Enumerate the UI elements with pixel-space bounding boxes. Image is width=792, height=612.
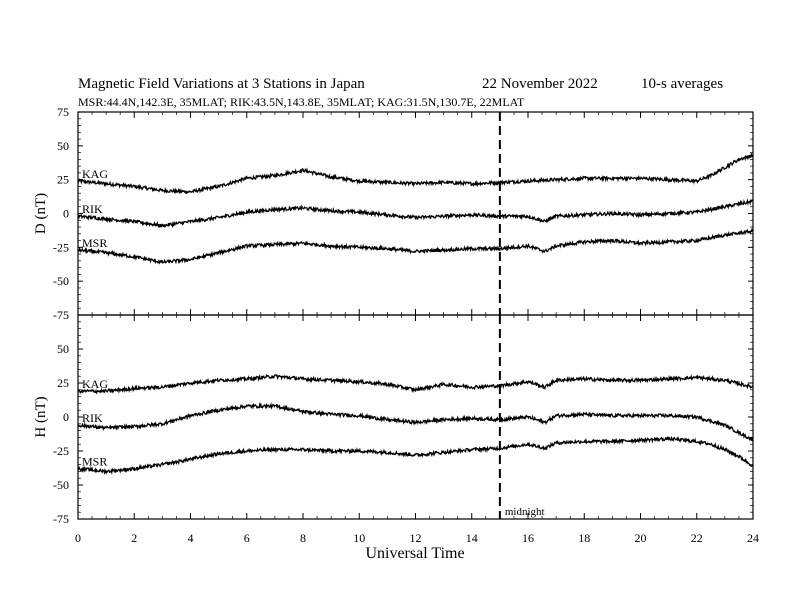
d-series-rik [77, 198, 754, 229]
chart-averaging: 10-s averages [641, 76, 723, 92]
x-tick-label: 14 [466, 531, 478, 545]
d-series-label-kag: KAG [82, 167, 108, 181]
d-y-tick-label: 25 [57, 173, 69, 187]
h-y-tick-label: 0 [63, 410, 69, 424]
d-y-tick-label: -50 [53, 274, 69, 288]
h-series-rik [77, 402, 754, 442]
h-y-tick-label: -75 [53, 512, 69, 526]
x-tick-label: 20 [635, 531, 647, 545]
d-series-label-msr: MSR [82, 236, 107, 250]
h-series-kag [77, 373, 754, 395]
d-series-msr [77, 227, 754, 265]
d-panel: 75 50 25 0 -25 -50 -75 D (nT) KAG RIK MSR [33, 105, 754, 322]
x-tick-label: 24 [747, 531, 759, 545]
x-tick-label: 10 [353, 531, 365, 545]
x-tick-label: 16 [522, 531, 534, 545]
station-info: MSR:44.4N,142.3E, 35MLAT; RIK:43.5N,143.… [78, 95, 525, 109]
x-tick-label: 4 [188, 531, 194, 545]
h-series-label-kag: KAG [82, 377, 108, 391]
h-series-label-msr: MSR [82, 455, 107, 469]
h-series-msr [77, 435, 754, 475]
x-tick-label: 22 [691, 531, 703, 545]
x-tick-label: 0 [75, 531, 81, 545]
chart-date: 22 November 2022 [482, 76, 598, 92]
x-axis-label: Universal Time [365, 545, 464, 562]
midnight-label: midnight [505, 506, 545, 518]
d-y-tick-label: 75 [57, 105, 69, 119]
d-y-tick-label: 0 [63, 207, 69, 221]
h-y-tick-label: -50 [53, 478, 69, 492]
x-tick-label: 18 [578, 531, 590, 545]
h-y-tick-label: 50 [57, 342, 69, 356]
d-y-tick-label: -25 [53, 240, 69, 254]
d-series-kag [77, 152, 754, 195]
x-tick-label: 2 [131, 531, 137, 545]
d-y-tick-label: -75 [53, 308, 69, 322]
x-tick-label: 12 [410, 531, 422, 545]
h-y-tick-label: 25 [57, 376, 69, 390]
h-series-label-rik: RIK [82, 411, 103, 425]
chart-title: Magnetic Field Variations at 3 Stations … [78, 76, 365, 92]
x-tick-label: 6 [244, 531, 250, 545]
h-y-tick-label: -25 [53, 444, 69, 458]
d-series-label-rik: RIK [82, 202, 103, 216]
d-y-axis-label: D (nT) [33, 193, 49, 234]
h-y-axis-label: H (nT) [33, 396, 49, 437]
x-tick-label: 8 [300, 531, 306, 545]
d-y-tick-label: 50 [57, 139, 69, 153]
